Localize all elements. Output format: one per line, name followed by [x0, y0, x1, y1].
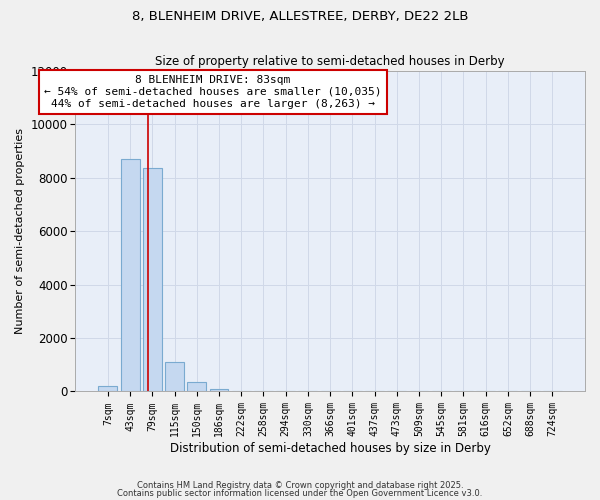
X-axis label: Distribution of semi-detached houses by size in Derby: Distribution of semi-detached houses by …: [170, 442, 491, 455]
Bar: [187, 382, 206, 392]
Text: 8 BLENHEIM DRIVE: 83sqm
← 54% of semi-detached houses are smaller (10,035)
44% o: 8 BLENHEIM DRIVE: 83sqm ← 54% of semi-de…: [44, 76, 382, 108]
Text: Contains public sector information licensed under the Open Government Licence v3: Contains public sector information licen…: [118, 488, 482, 498]
Bar: [121, 159, 140, 392]
Bar: [165, 362, 184, 392]
Bar: [98, 386, 118, 392]
Y-axis label: Number of semi-detached properties: Number of semi-detached properties: [15, 128, 25, 334]
Bar: [209, 389, 229, 392]
Bar: [143, 168, 162, 392]
Title: Size of property relative to semi-detached houses in Derby: Size of property relative to semi-detach…: [155, 55, 505, 68]
Text: Contains HM Land Registry data © Crown copyright and database right 2025.: Contains HM Land Registry data © Crown c…: [137, 481, 463, 490]
Text: 8, BLENHEIM DRIVE, ALLESTREE, DERBY, DE22 2LB: 8, BLENHEIM DRIVE, ALLESTREE, DERBY, DE2…: [132, 10, 468, 23]
